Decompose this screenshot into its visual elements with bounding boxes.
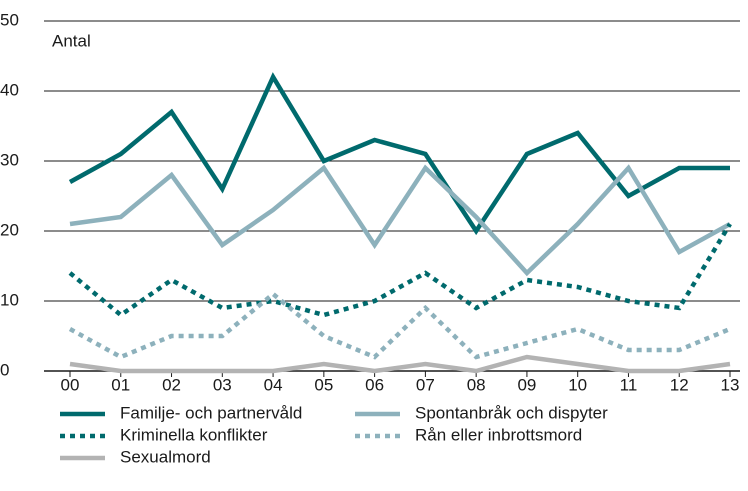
y-tick-label: 30 bbox=[0, 150, 19, 169]
y-tick-label: 50 bbox=[0, 10, 19, 29]
x-tick-label: 06 bbox=[365, 375, 384, 394]
x-tick-label: 07 bbox=[416, 375, 435, 394]
y-tick-label: 40 bbox=[0, 80, 19, 99]
x-tick-label: 01 bbox=[111, 375, 130, 394]
annotation: Antal bbox=[52, 31, 91, 50]
legend-label: Familje- och partnervåld bbox=[120, 403, 302, 422]
y-tick-label: 0 bbox=[0, 360, 9, 379]
series-line bbox=[69, 354, 731, 374]
x-tick-label: 13 bbox=[721, 375, 740, 394]
x-tick-label: 02 bbox=[162, 375, 181, 394]
x-tick-label: 08 bbox=[467, 375, 486, 394]
series-line bbox=[68, 222, 732, 318]
x-tick-label: 10 bbox=[568, 375, 587, 394]
y-tick-label: 20 bbox=[0, 220, 19, 239]
series-line bbox=[69, 164, 732, 277]
series-line bbox=[68, 72, 730, 236]
legend-label: Sexualmord bbox=[120, 447, 211, 466]
x-tick-label: 05 bbox=[314, 375, 333, 394]
y-tick-label: 10 bbox=[0, 290, 19, 309]
x-tick-label: 11 bbox=[620, 375, 638, 394]
legend-label: Spontanbråk och dispyter bbox=[415, 403, 608, 422]
x-tick-label: 03 bbox=[213, 375, 232, 394]
x-tick-label: 09 bbox=[517, 375, 536, 394]
series-line bbox=[68, 291, 731, 360]
x-tick-label: 12 bbox=[670, 375, 689, 394]
legend-label: Kriminella konflikter bbox=[120, 425, 268, 444]
legend-label: Rån eller inbrottsmord bbox=[415, 425, 582, 444]
x-tick-label: 04 bbox=[264, 375, 283, 394]
x-tick-label: 00 bbox=[61, 375, 80, 394]
